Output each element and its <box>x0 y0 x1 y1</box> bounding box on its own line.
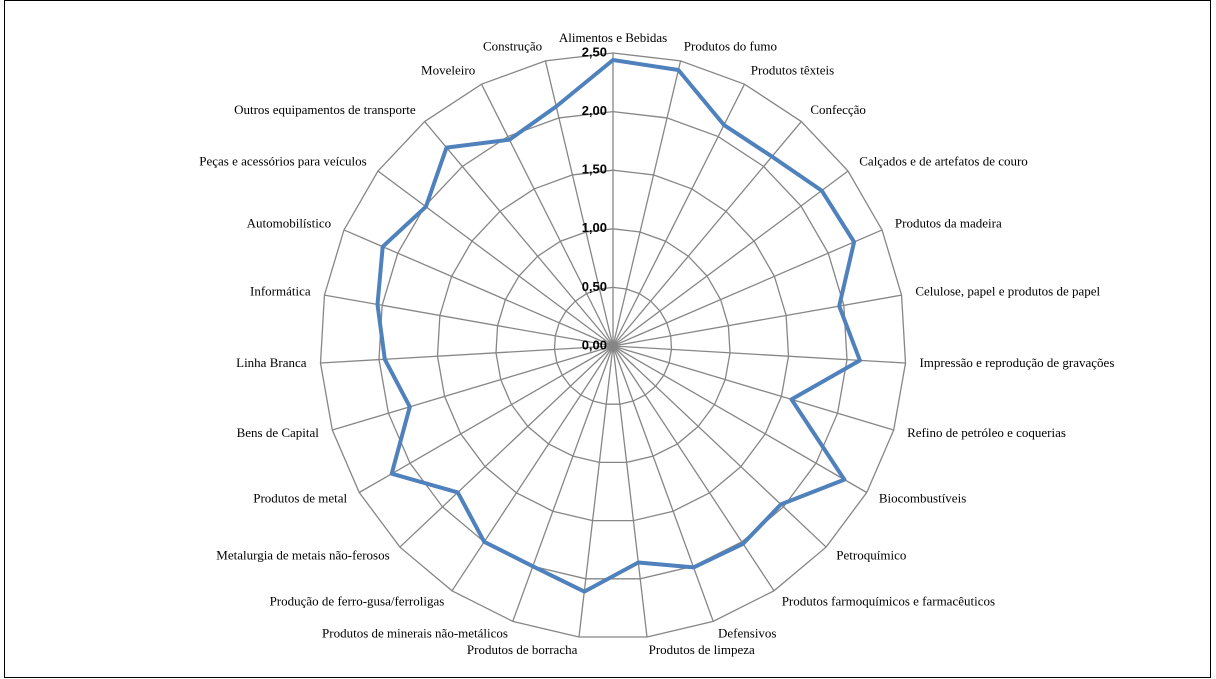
category-label: Peças e acessórios para veículos <box>199 154 367 169</box>
category-label: Moveleiro <box>421 63 475 78</box>
grid-ring <box>319 52 907 638</box>
spoke <box>399 345 614 548</box>
y-tick-label: 1,00 <box>582 220 607 235</box>
category-label: Outros equipamentos de transporte <box>234 102 416 117</box>
category-label: Produtos de metal <box>253 490 347 505</box>
category-label: Informática <box>250 284 311 299</box>
category-label: Celulose, papel e produtos de papel <box>915 284 1100 299</box>
category-label: Produtos de minerais não-metálicos <box>322 625 508 640</box>
spoke <box>343 229 614 347</box>
spoke <box>612 345 775 592</box>
spoke <box>612 83 746 347</box>
category-label: Produtos do fumo <box>684 38 777 53</box>
grid-ring <box>495 228 731 464</box>
category-label: Produtos da madeira <box>895 215 1002 230</box>
category-label: Calçados e de artefatos de couro <box>859 154 1028 169</box>
spoke <box>612 229 883 347</box>
category-label: Confecção <box>810 102 866 117</box>
y-tick-label: 2,50 <box>582 44 607 59</box>
category-label: Refino de petróleo e coquerias <box>907 425 1066 440</box>
spoke <box>324 294 614 347</box>
category-label: Produção de ferro-gusa/ferroligas <box>270 593 445 608</box>
series-line <box>375 58 862 594</box>
category-label: Impressão e reprodução de gravações <box>919 355 1114 370</box>
spoke <box>578 345 614 638</box>
y-tick-label: 0,50 <box>582 279 607 294</box>
spoke <box>480 83 614 347</box>
grid-ring <box>436 169 790 522</box>
spoke <box>320 345 614 364</box>
spoke <box>612 345 648 638</box>
y-tick-label: 1,50 <box>582 162 607 177</box>
y-tick-label: 2,00 <box>582 103 607 118</box>
spoke <box>358 345 614 494</box>
category-label: Bens de Capital <box>237 425 320 440</box>
grid-ring <box>553 286 673 405</box>
category-label: Automobilístico <box>247 215 332 230</box>
category-label: Produtos de limpeza <box>649 642 755 657</box>
spoke <box>451 345 614 592</box>
category-label: Produtos de borracha <box>467 642 578 657</box>
spoke <box>612 345 714 622</box>
spoke <box>612 345 868 494</box>
spoke <box>612 345 827 548</box>
category-label: Metalurgia de metais não-ferosos <box>216 548 389 563</box>
spoke <box>377 170 614 347</box>
category-label: Produtos farmoquímicos e farmacêuticos <box>782 593 995 608</box>
category-label: Biocombustíveis <box>879 490 966 505</box>
category-label: Linha Branca <box>236 355 307 370</box>
category-label: Alimentos e Bebidas <box>559 30 667 45</box>
y-tick-label: 0,00 <box>582 337 607 352</box>
spoke <box>612 60 682 347</box>
spoke <box>332 345 614 431</box>
category-label: Produtos têxteis <box>751 63 834 78</box>
spoke <box>512 345 614 622</box>
category-label: Construção <box>483 38 542 53</box>
spoke <box>612 121 802 347</box>
spoke <box>612 170 849 347</box>
category-label: Defensivos <box>718 625 777 640</box>
category-label: Petroquímico <box>836 548 906 563</box>
spoke <box>612 345 894 431</box>
grid-ring <box>378 110 848 580</box>
chart-frame <box>4 0 1211 678</box>
spoke <box>612 294 902 347</box>
spoke <box>424 121 614 347</box>
